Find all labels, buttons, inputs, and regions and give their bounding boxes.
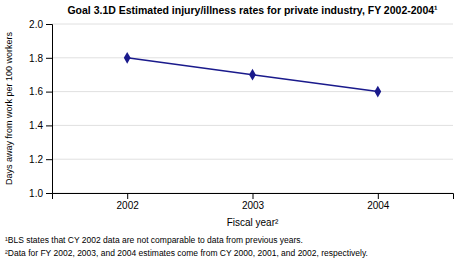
point [124,52,131,64]
tick-mark [253,193,254,199]
tick-mark [378,193,379,199]
tick-label: 1.8 [29,53,43,64]
tick-mark [46,58,52,59]
y-axis-title: Days away from work per 100 workers [4,31,14,185]
tick: 2004 [367,193,390,211]
grid-line [52,24,453,25]
tick-mark [46,24,52,25]
grid-line [52,159,453,160]
axis-line [53,194,454,200]
footnote: ²Data for FY 2002, 2003, and 2004 estima… [5,248,368,258]
tick-mark [46,125,52,126]
plot-area: 2002 2003 2004 1.0 1.2 1.4 1.6 1.8 2.0 [29,19,453,211]
line [127,58,378,92]
footnote: ¹BLS states that CY 2002 data are not co… [5,235,303,245]
tick-mark [46,92,52,93]
tick-label: 2002 [117,200,140,211]
tick-mark [127,193,128,199]
x-axis-title: Fiscal year² [227,217,279,228]
tick: 2002 [117,193,140,211]
grid [52,24,453,193]
y-axis: 1.0 1.2 1.4 1.6 1.8 2.0 [29,19,52,199]
grid-line [52,125,453,126]
grid-line [52,57,453,58]
tick-label: 1.4 [29,120,43,131]
tick: 1.4 [29,120,52,131]
tick-mark [46,159,52,160]
axis-line [46,25,53,194]
marks [124,52,381,98]
footnotes: ¹BLS states that CY 2002 data are not co… [5,235,368,258]
x-axis: 2002 2003 2004 [53,193,454,211]
tick: 1.2 [29,154,52,165]
point [249,69,256,81]
tick-mark [46,193,52,194]
tick: 2.0 [29,19,52,30]
tick: 1.6 [29,86,52,97]
tick-label: 2004 [367,200,390,211]
tick-label: 1.2 [29,154,43,165]
point [374,86,381,98]
tick: 1.8 [29,53,52,64]
tick: 2003 [242,193,265,211]
tick-label: 1.6 [29,86,43,97]
tick-label: 2003 [242,200,265,211]
title: Goal 3.1D Estimated injury/illness rates… [67,4,438,16]
tick-label: 2.0 [29,19,43,30]
chart: 2002 2003 2004 1.0 1.2 1.4 1.6 1.8 2.0 Goal 3.1D … [0,0,471,265]
tick-label: 1.0 [29,188,43,199]
tick: 1.0 [29,188,52,199]
grid-line [52,91,453,92]
